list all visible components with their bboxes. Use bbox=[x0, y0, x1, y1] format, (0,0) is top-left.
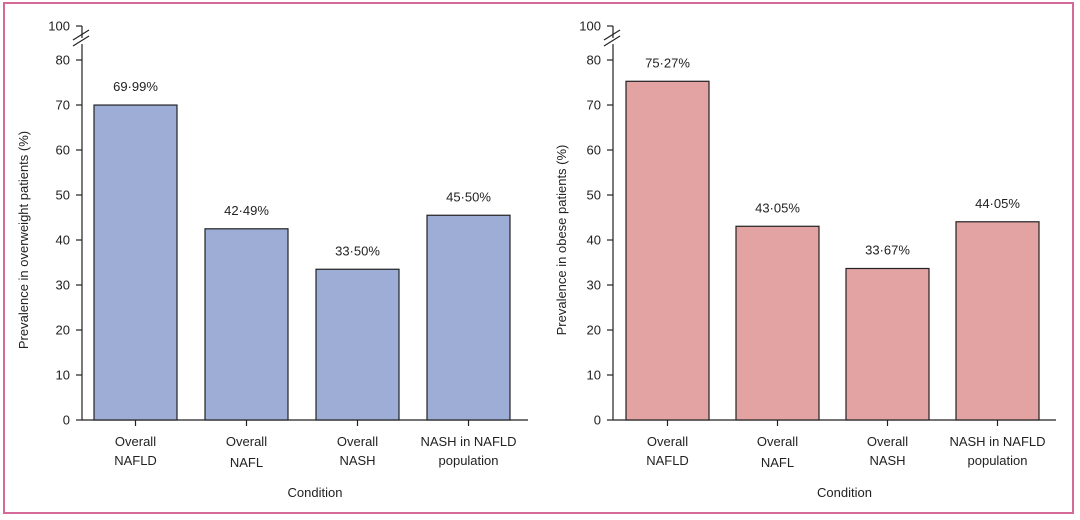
chart2-bar-value-label: 75·27% bbox=[645, 55, 690, 70]
chart1-category-label: Overall bbox=[337, 434, 378, 449]
chart1-y-tick-label: 30 bbox=[56, 278, 70, 293]
chart1-category-label: NAFL bbox=[230, 455, 263, 470]
chart2-category-label: Overall bbox=[647, 434, 688, 449]
chart1-y-tick-label: 60 bbox=[56, 143, 70, 158]
chart2-y-tick-label: 40 bbox=[587, 233, 601, 248]
chart2-x-axis-title: Condition bbox=[817, 485, 872, 500]
chart2-bar-value-label: 43·05% bbox=[755, 200, 800, 215]
chart1-bar-value-label: 45·50% bbox=[446, 189, 491, 204]
chart2-y-tick-label: 20 bbox=[587, 323, 601, 338]
chart1-y-tick-label: 40 bbox=[56, 233, 70, 248]
chart2-category-label: NAFL bbox=[761, 455, 794, 470]
chart2-bar bbox=[625, 80, 710, 421]
chart1-bar-value-label: 33·50% bbox=[335, 243, 380, 258]
chart1-y-tick-label: 100 bbox=[48, 19, 70, 34]
chart1-category-label: Overall bbox=[226, 434, 267, 449]
chart2-bar bbox=[845, 267, 930, 421]
chart1-y-tick-label: 0 bbox=[63, 413, 70, 428]
chart2-y-tick-label: 80 bbox=[587, 53, 601, 68]
chart1-x-axis-title: Condition bbox=[288, 485, 343, 500]
chart2-y-axis-title: Prevalence in obese patients (%) bbox=[554, 145, 569, 336]
chart2-category-label: Overall bbox=[867, 434, 908, 449]
chart2-y-tick-label: 50 bbox=[587, 188, 601, 203]
chart1-category-label: Overall bbox=[115, 434, 156, 449]
chart2-category-label: NASH in NAFLD bbox=[949, 434, 1045, 449]
chart1-y-axis-title: Prevalence in overweight patients (%) bbox=[16, 131, 31, 349]
chart1-axis-break-mark bbox=[72, 35, 90, 47]
chart2-y-tick-label: 100 bbox=[579, 19, 601, 34]
chart1-bar bbox=[93, 104, 178, 421]
chart1-category-label: NASH bbox=[339, 453, 375, 468]
chart2-y-tick-label: 0 bbox=[594, 413, 601, 428]
chart2-axis-break-mark bbox=[603, 29, 621, 41]
chart1-bar bbox=[204, 228, 289, 421]
chart2-y-tick-label: 30 bbox=[587, 278, 601, 293]
chart2-bar bbox=[955, 221, 1040, 421]
chart2-category-label: NAFLD bbox=[646, 453, 689, 468]
chart2-category-label: population bbox=[968, 453, 1028, 468]
chart2-category-label: NASH bbox=[869, 453, 905, 468]
chart1-category-label: NASH in NAFLD bbox=[420, 434, 516, 449]
chart2-bar-value-label: 44·05% bbox=[975, 196, 1020, 211]
chart1-y-tick-label: 50 bbox=[56, 188, 70, 203]
chart1-y-tick-label: 20 bbox=[56, 323, 70, 338]
chart1-category-label: NAFLD bbox=[114, 453, 157, 468]
chart1-y-tick-label: 10 bbox=[56, 368, 70, 383]
chart2-y-tick-label: 70 bbox=[587, 98, 601, 113]
chart1-bar bbox=[426, 214, 511, 421]
chart1-axis-break-mark bbox=[72, 29, 90, 41]
chart2-axis-break-mark bbox=[603, 35, 621, 47]
chart2-y-tick-label: 60 bbox=[587, 143, 601, 158]
chart1-y-tick-label: 70 bbox=[56, 98, 70, 113]
chart1-bar bbox=[315, 268, 400, 421]
chart2-bar-value-label: 33·67% bbox=[865, 242, 910, 257]
chart1-y-tick-label: 80 bbox=[56, 53, 70, 68]
chart1-bar-value-label: 42·49% bbox=[224, 203, 269, 218]
chart1-category-label: population bbox=[439, 453, 499, 468]
chart1-bar-value-label: 69·99% bbox=[113, 79, 158, 94]
chart2-y-tick-label: 10 bbox=[587, 368, 601, 383]
chart2-bar bbox=[735, 225, 820, 421]
chart2-category-label: Overall bbox=[757, 434, 798, 449]
figure-frame bbox=[3, 2, 1074, 514]
